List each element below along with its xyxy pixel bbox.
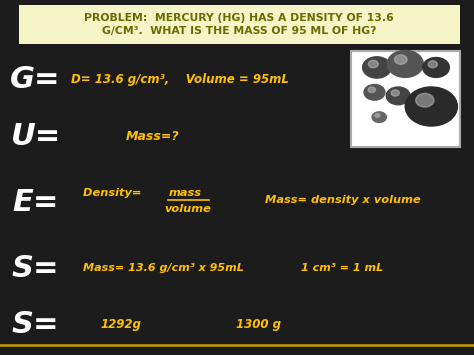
- Text: mass: mass: [168, 189, 201, 198]
- Text: volume: volume: [165, 204, 211, 214]
- Text: U=: U=: [10, 122, 61, 151]
- Text: 1292g: 1292g: [100, 318, 141, 331]
- Text: S=: S=: [12, 253, 59, 283]
- Bar: [351, 51, 460, 147]
- Text: Mass= density x volume: Mass= density x volume: [265, 195, 421, 204]
- Circle shape: [375, 114, 380, 117]
- Circle shape: [394, 55, 407, 64]
- Circle shape: [391, 90, 399, 96]
- Text: 1 cm³ = 1 mL: 1 cm³ = 1 mL: [301, 263, 383, 273]
- Text: 1300 g: 1300 g: [236, 318, 281, 331]
- Bar: [19, 5, 460, 44]
- Circle shape: [363, 57, 391, 78]
- Circle shape: [423, 58, 449, 77]
- Circle shape: [372, 112, 386, 122]
- Circle shape: [416, 93, 434, 107]
- Circle shape: [405, 87, 457, 126]
- Circle shape: [368, 60, 378, 68]
- Text: Mass=?: Mass=?: [126, 130, 179, 143]
- Text: PROBLEM:  MERCURY (HG) HAS A DENSITY OF 13.6
G/CM³.  WHAT IS THE MASS OF 95 ML O: PROBLEM: MERCURY (HG) HAS A DENSITY OF 1…: [84, 13, 394, 37]
- Circle shape: [387, 50, 423, 77]
- Circle shape: [364, 84, 385, 100]
- Text: S=: S=: [12, 310, 59, 339]
- Text: Density=: Density=: [83, 189, 146, 198]
- Text: D= 13.6 g/cm³,    Volume = 95mL: D= 13.6 g/cm³, Volume = 95mL: [71, 73, 289, 86]
- Text: G=: G=: [10, 65, 61, 94]
- Text: E=: E=: [12, 188, 59, 217]
- Circle shape: [428, 61, 438, 68]
- Text: Mass= 13.6 g/cm³ x 95mL: Mass= 13.6 g/cm³ x 95mL: [83, 263, 244, 273]
- Circle shape: [368, 87, 375, 93]
- Circle shape: [386, 87, 410, 105]
